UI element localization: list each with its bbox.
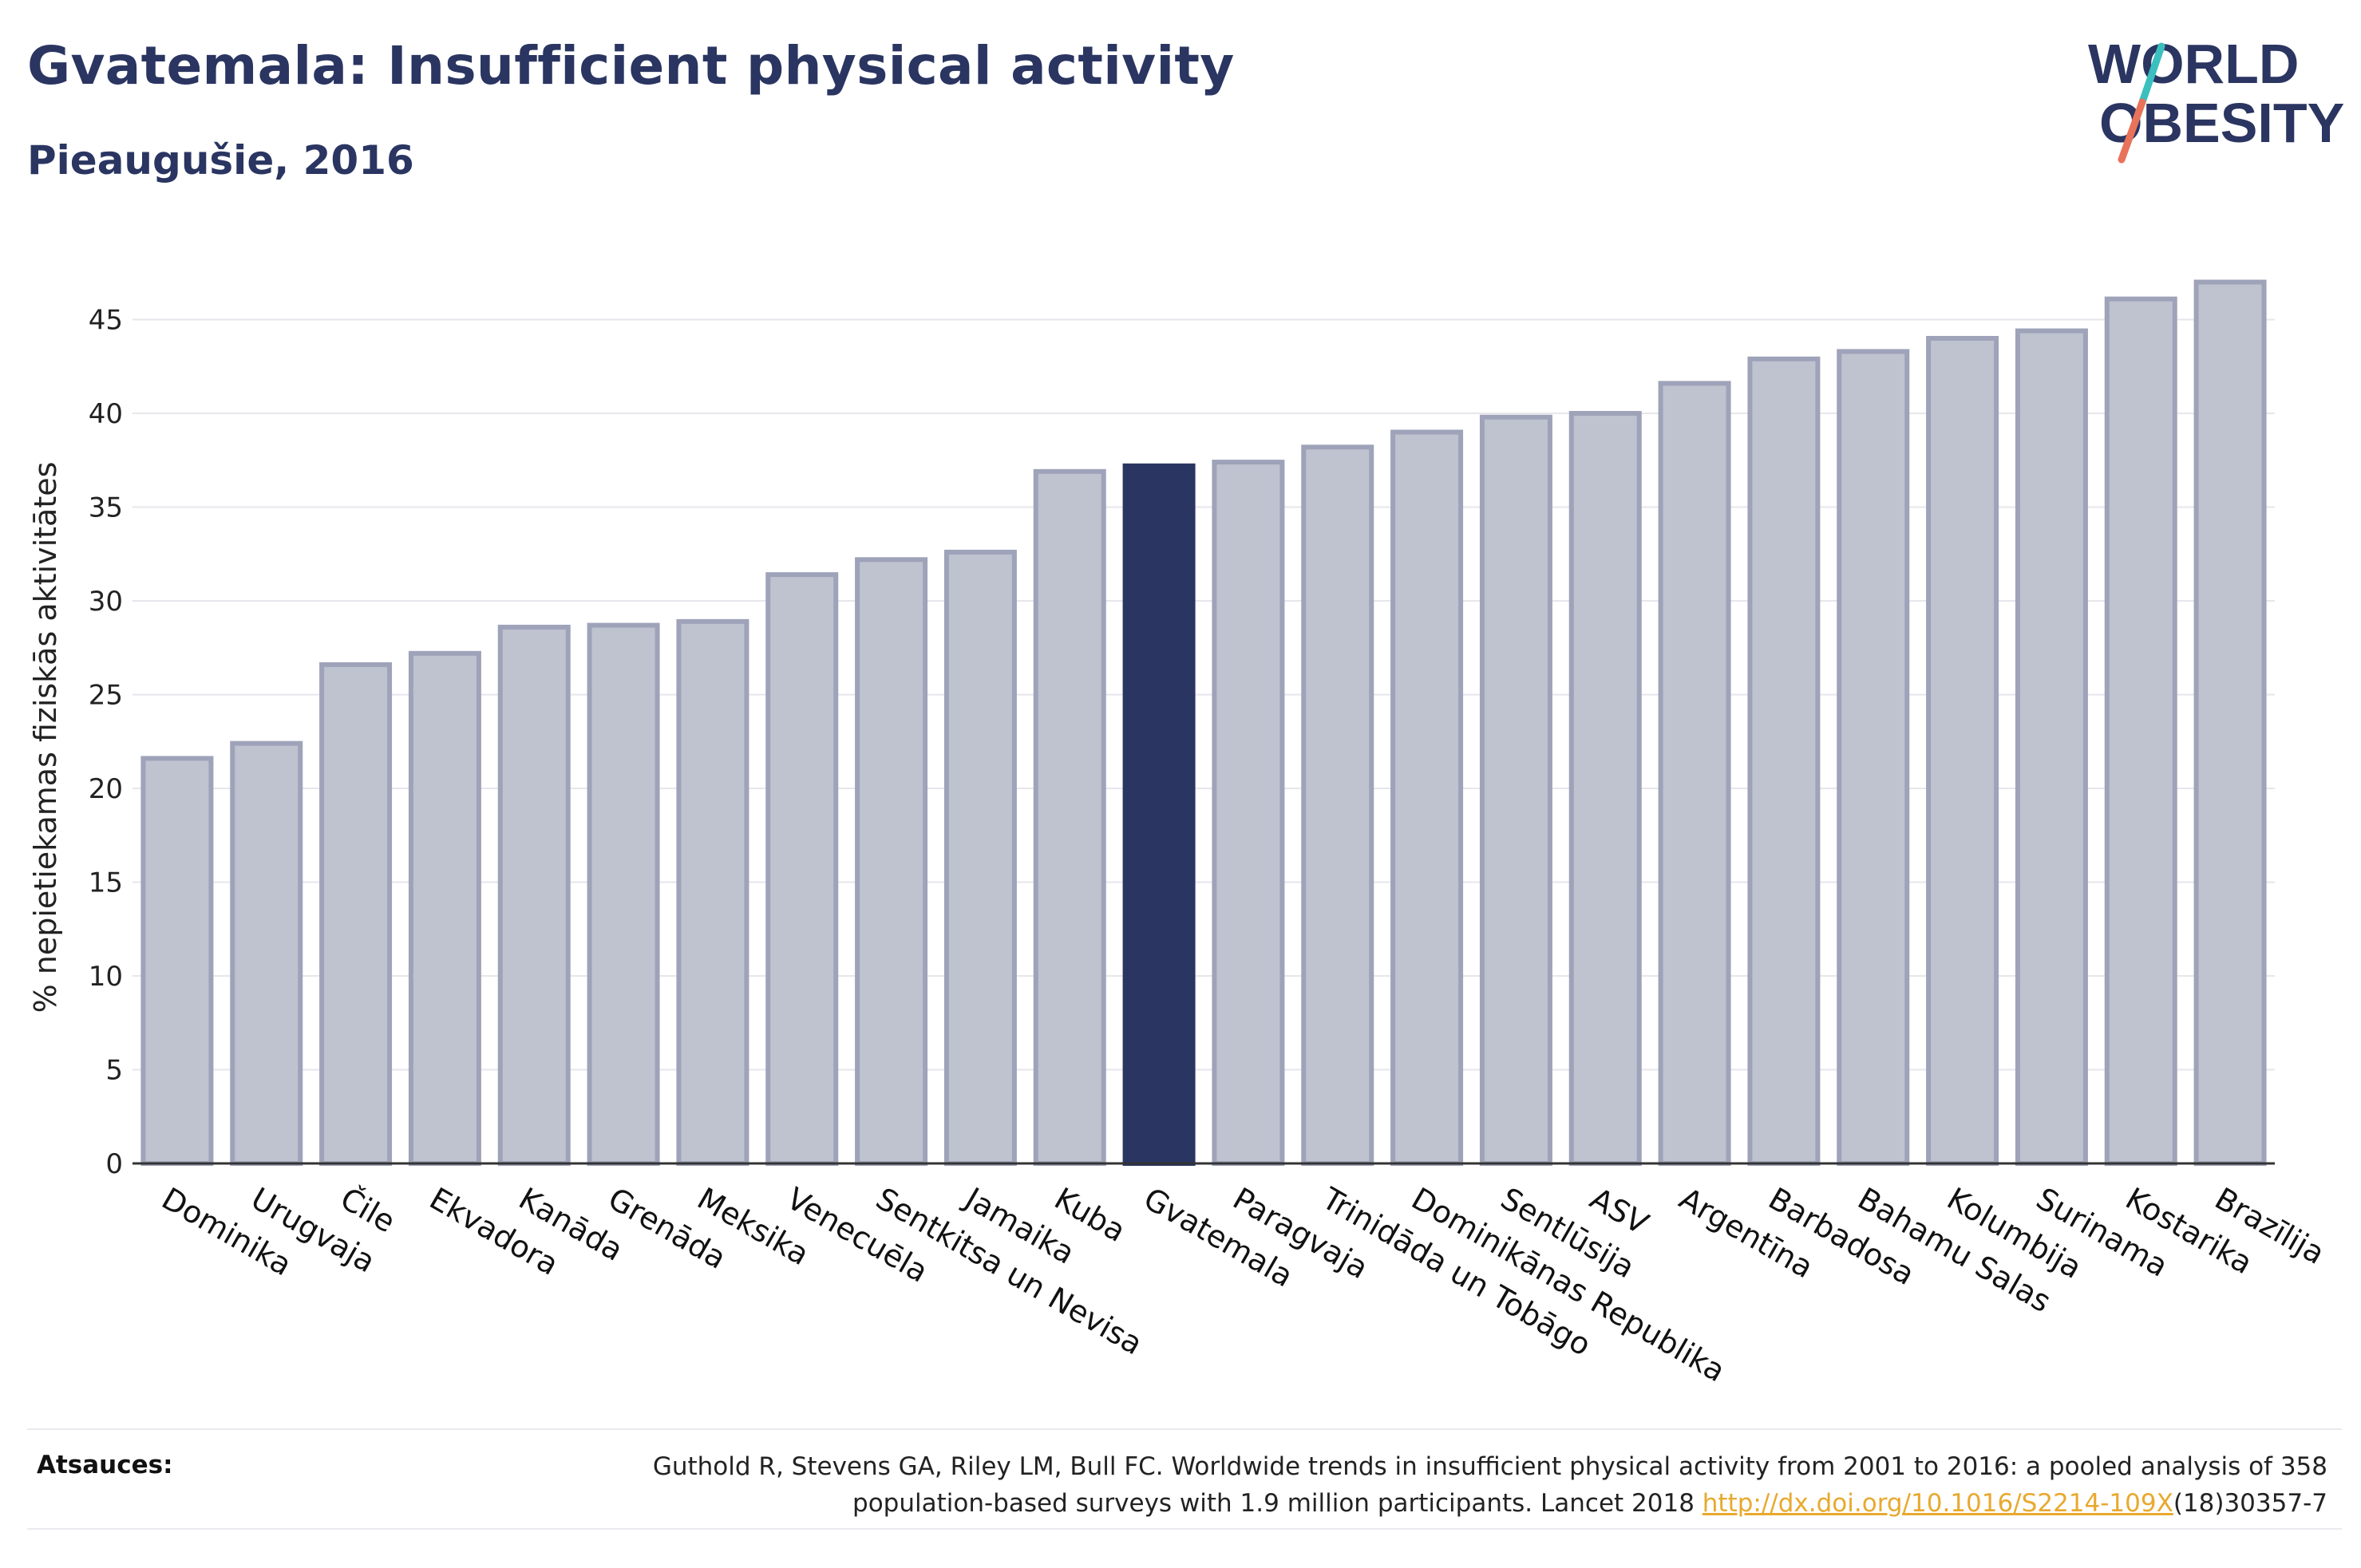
y-tick-label: 5: [105, 1055, 123, 1087]
bar: [943, 549, 1017, 1166]
footer-divider-top: [27, 1428, 2342, 1430]
y-tick-label: 0: [105, 1148, 123, 1180]
y-tick-label: 10: [89, 961, 123, 993]
bar: [855, 557, 928, 1166]
logo-slash-teal: [2138, 42, 2165, 106]
y-tick-label: 15: [89, 867, 123, 899]
doi-link[interactable]: http://dx.doi.org/10.1016/S2214-109X: [1702, 1489, 2173, 1518]
source-citation: Guthold R, Stevens GA, Riley LM, Bull FC…: [492, 1448, 2327, 1522]
y-tick-label: 45: [89, 305, 123, 337]
bar: [140, 756, 214, 1167]
source-line-2: population-based surveys with 1.9 millio…: [492, 1485, 2327, 1522]
bar: [319, 662, 393, 1166]
bar: [1301, 444, 1374, 1166]
bar: [1837, 349, 1910, 1166]
bar: [1390, 429, 1464, 1166]
source-line-1: Guthold R, Stevens GA, Riley LM, Bull FC…: [652, 1452, 2327, 1481]
bar: [1747, 356, 1821, 1167]
y-tick-label: 30: [89, 586, 123, 618]
bar: [1658, 381, 1731, 1166]
y-tick-label: 40: [89, 398, 123, 430]
logo-word-world: WORLD: [2088, 33, 2299, 95]
footer-divider-bottom: [27, 1528, 2342, 1530]
bar: [1212, 460, 1285, 1166]
sources-label: Atsauces:: [37, 1451, 173, 1479]
bar: [230, 741, 303, 1166]
bar: [1122, 463, 1196, 1166]
y-tick-label: 25: [89, 680, 123, 712]
y-axis-label: % nepietiekamas fiziskās aktivitātes: [28, 462, 63, 1013]
bar: [587, 622, 660, 1166]
bar: [497, 624, 571, 1166]
bar: [765, 572, 839, 1166]
bar: [2193, 279, 2267, 1166]
logo-slash-coral: [2118, 98, 2146, 164]
source-line-2-start: population-based surveys with 1.9 millio…: [852, 1489, 1703, 1518]
y-tick-label: 20: [89, 773, 123, 805]
bar: [1033, 468, 1106, 1166]
bar: [2015, 328, 2088, 1167]
chart-title: Gvatemala: Insufficient physical activit…: [27, 35, 1235, 97]
source-line-2-end: (18)30357-7: [2173, 1489, 2327, 1518]
bar: [1568, 411, 1642, 1166]
bar: [408, 650, 481, 1166]
bar: [1479, 414, 1552, 1166]
bar-chart: 0 5 10 15 20 25 30 35 40 45 % nepietiekamas fizisk…: [28, 279, 2331, 1388]
world-obesity-logo: WORLD OBESITY: [2088, 33, 2344, 164]
chart-subtitle: Pieaugušie, 2016: [27, 137, 414, 184]
y-tick-label: 35: [89, 492, 123, 524]
bar: [1926, 336, 1999, 1166]
bar: [2104, 296, 2177, 1166]
bar: [676, 618, 749, 1166]
